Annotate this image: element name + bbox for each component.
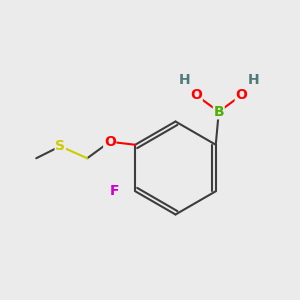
Text: F: F bbox=[110, 184, 119, 198]
Text: O: O bbox=[104, 135, 116, 149]
Text: H: H bbox=[178, 73, 190, 87]
Text: O: O bbox=[235, 88, 247, 102]
Text: H: H bbox=[248, 73, 259, 87]
Text: S: S bbox=[55, 139, 65, 153]
Text: O: O bbox=[190, 88, 202, 102]
Text: B: B bbox=[214, 105, 224, 119]
